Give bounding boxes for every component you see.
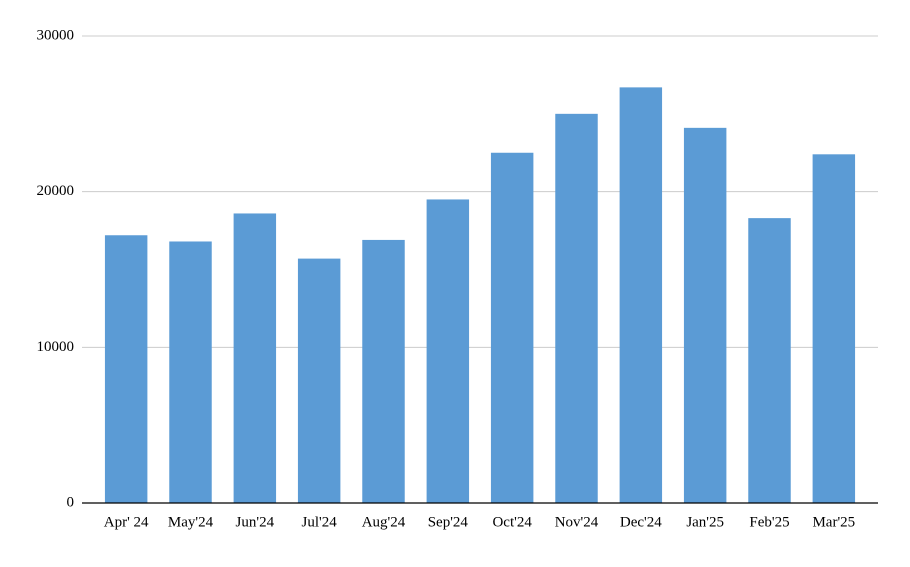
- x-tick-label: Jul'24: [302, 514, 338, 530]
- y-tick-label: 20000: [37, 183, 75, 199]
- x-tick-label: Jun'24: [236, 514, 275, 530]
- bar: [233, 213, 277, 503]
- bar: [555, 113, 598, 503]
- x-tick-label: Oct'24: [492, 514, 532, 530]
- bar: [490, 152, 534, 503]
- x-tick-label: Feb'25: [749, 514, 789, 530]
- y-tick-label: 10000: [37, 339, 75, 355]
- x-tick-label: Dec'24: [620, 514, 662, 530]
- bar: [104, 235, 148, 503]
- bar: [812, 154, 856, 503]
- bar: [169, 241, 212, 504]
- bar: [426, 199, 470, 503]
- x-tick-label: May'24: [168, 514, 214, 530]
- bar: [297, 258, 341, 503]
- x-tick-label: Mar'25: [812, 514, 855, 530]
- bar: [748, 218, 791, 503]
- x-tick-label: Nov'24: [555, 514, 599, 530]
- bar: [683, 127, 727, 504]
- x-tick-label: Aug'24: [362, 514, 406, 530]
- x-tick-label: Sep'24: [428, 514, 469, 530]
- y-tick-label: 0: [67, 494, 75, 510]
- bar: [362, 239, 405, 503]
- x-tick-label: Apr' 24: [104, 514, 149, 530]
- bar: [619, 87, 663, 504]
- y-tick-label: 30000: [37, 27, 75, 43]
- x-tick-label: Jan'25: [686, 514, 724, 530]
